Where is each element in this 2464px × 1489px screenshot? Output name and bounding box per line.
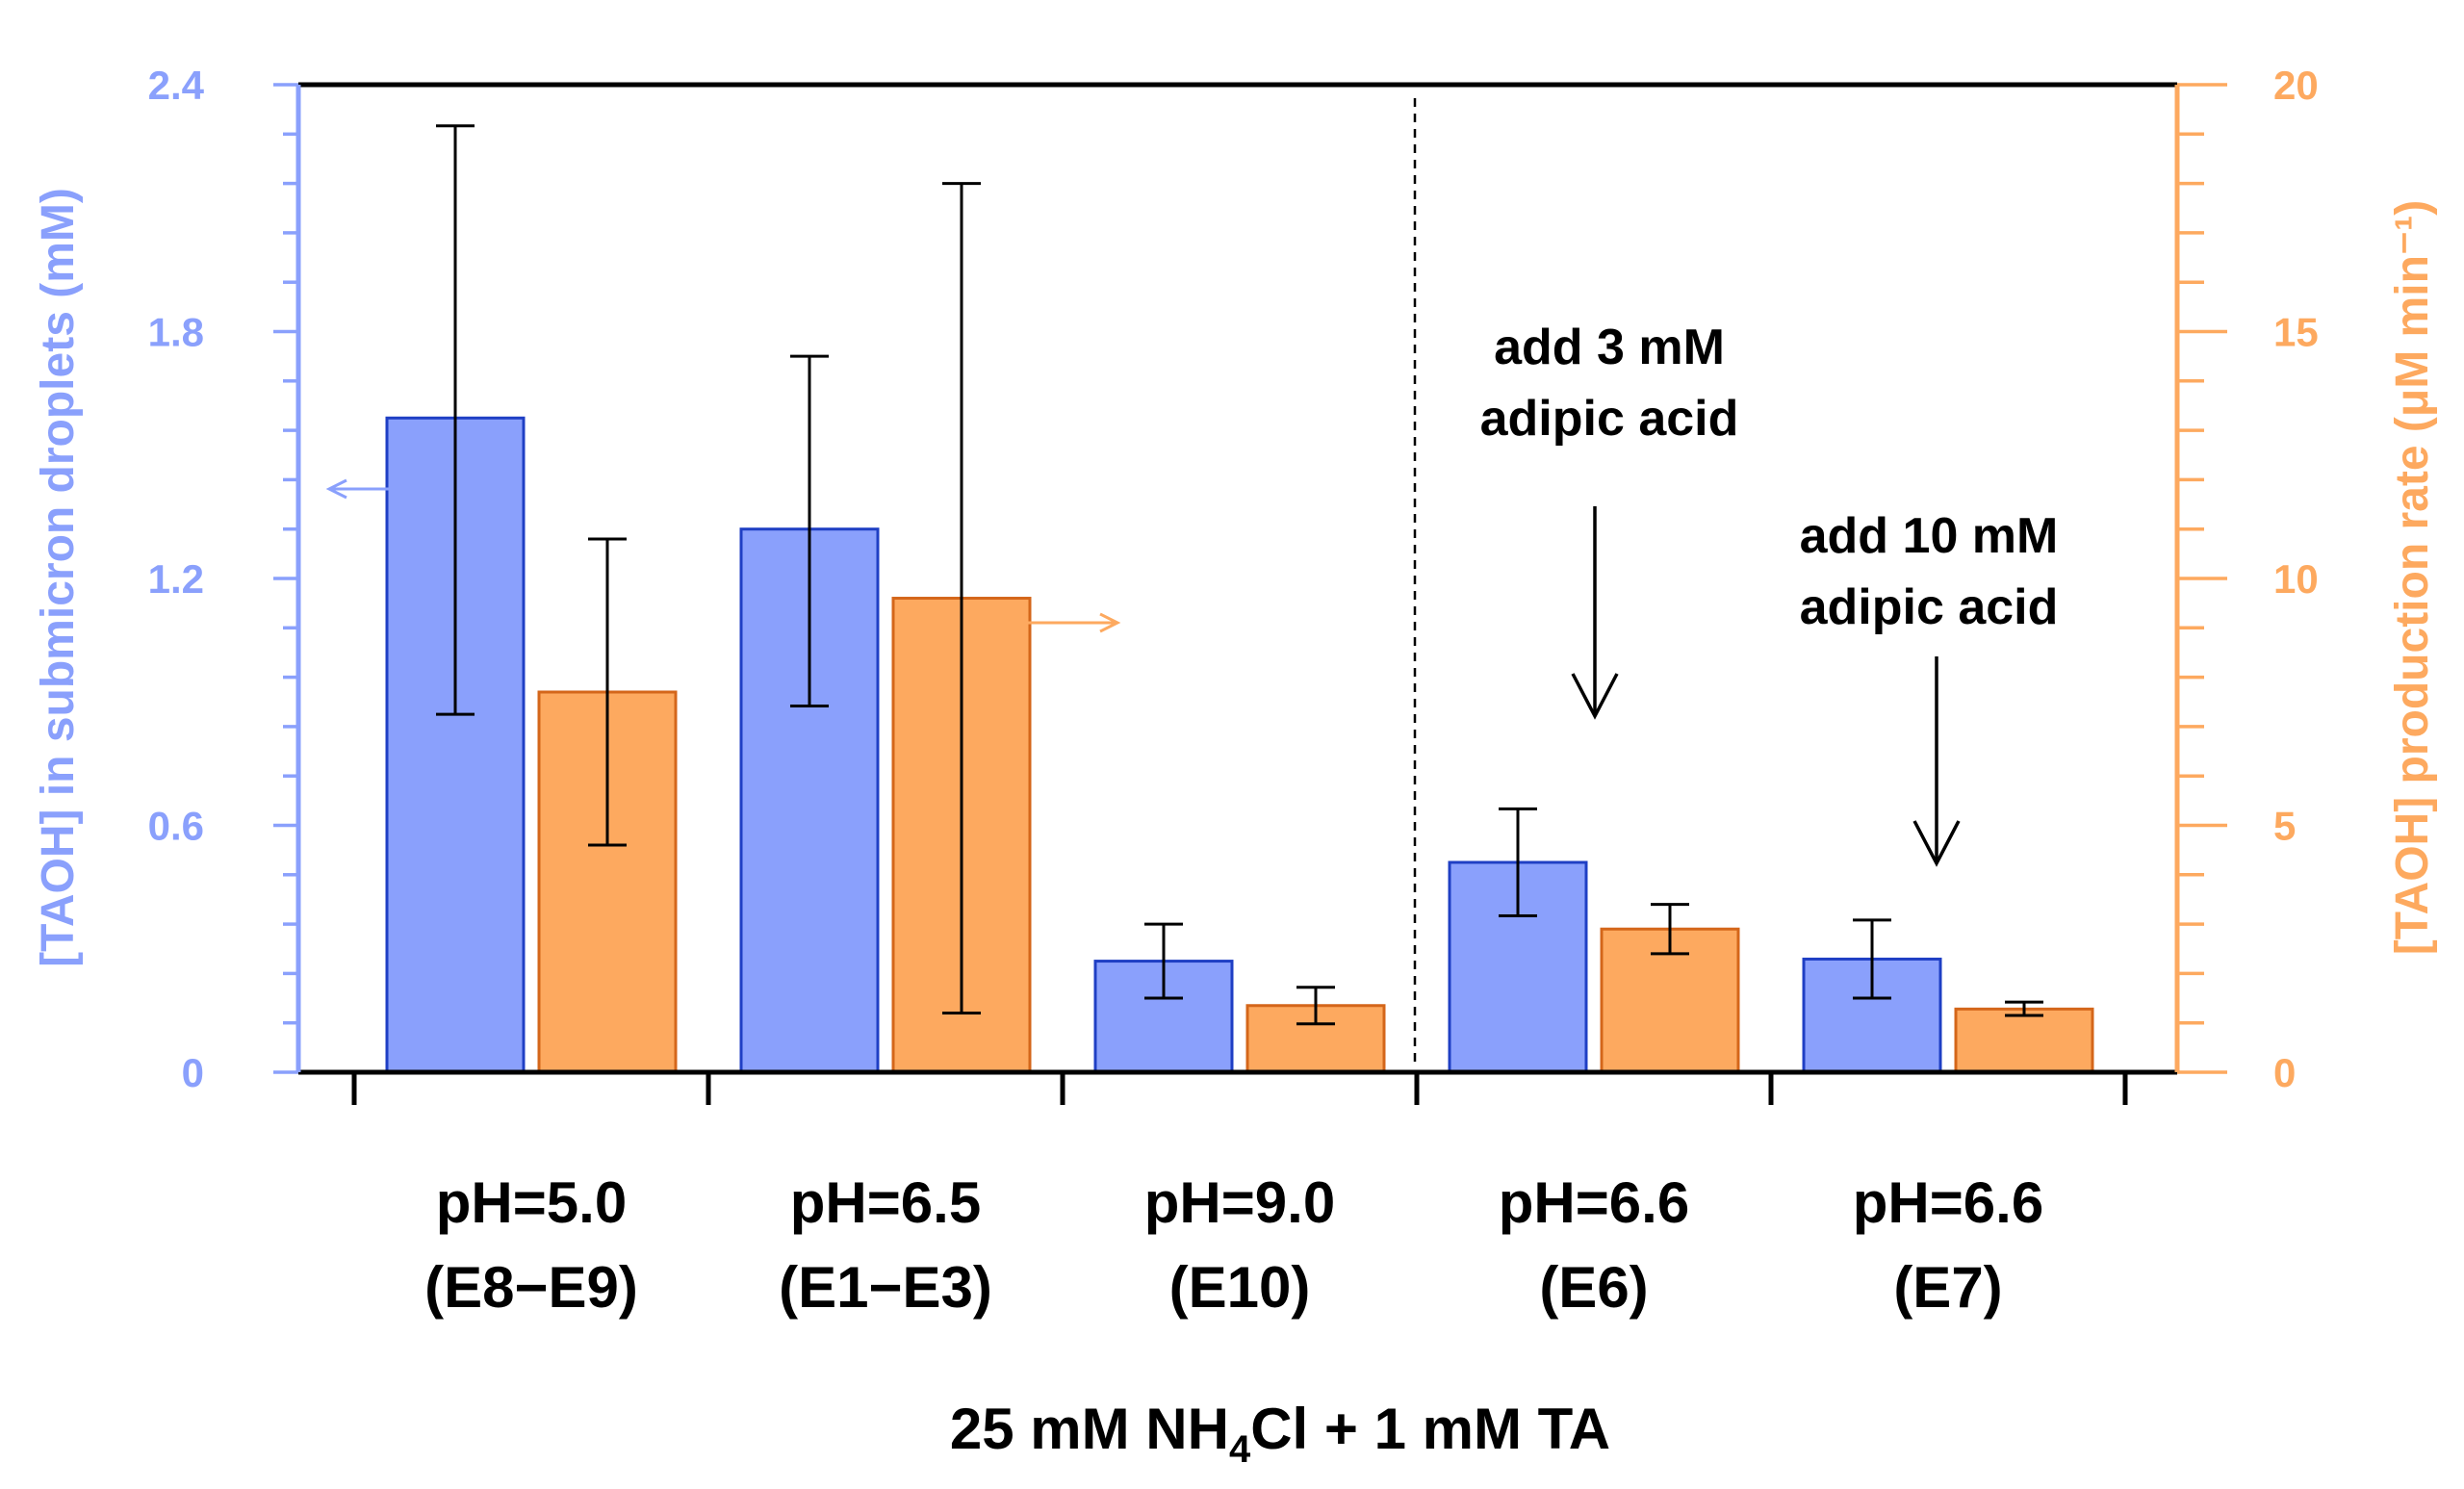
category-label-line1: pH=6.5: [790, 1170, 981, 1235]
x-axis-title-pre: 25 mM NH: [950, 1397, 1229, 1461]
left-series-arrow: [325, 478, 397, 500]
left-tick-label: 2.4: [148, 63, 205, 108]
category-labels: pH=5.0 (E8−E9) pH=6.5 (E1−E3) pH=9.0 (E10) pH=…: [424, 1170, 2043, 1320]
right-axis-title: [TAOH] production rate (μM min⁻¹): [2387, 200, 2438, 955]
left-tick-label: 1.8: [148, 310, 204, 355]
x-axis-title: 25 mM NH4Cl + 1 mM TA: [950, 1397, 1610, 1471]
category-label-line1: pH=6.6: [1853, 1170, 2043, 1235]
x-axis-title-sub: 4: [1229, 1428, 1251, 1471]
category-label-line1: pH=9.0: [1144, 1170, 1335, 1235]
errorbars-layer: [436, 124, 2043, 1026]
annotation-2-line2: adipic acid: [1800, 579, 2059, 635]
right-tick-label: 5: [2273, 804, 2296, 849]
category-label-line2: (E8−E9): [424, 1255, 638, 1320]
right-tick-label: 0: [2273, 1050, 2296, 1095]
right-series-arrow: [1028, 612, 1121, 633]
bar-left-series: [1448, 860, 1588, 1074]
category-label-line1: pH=6.6: [1499, 1170, 1689, 1235]
category-label-line1: pH=5.0: [436, 1170, 627, 1235]
annotation-2-line1: add 10 mM: [1800, 508, 2059, 564]
x-axis-title-post: Cl + 1 mM TA: [1250, 1397, 1610, 1461]
left-axis-title: [TAOH] in submicron droplets (mM): [33, 188, 84, 967]
right-tick-label: 15: [2273, 310, 2319, 355]
category-label-line2: (E1−E3): [779, 1255, 992, 1320]
right-ticks: 0 5 10 15 20: [2177, 63, 2319, 1095]
annotation-1-arrow: [1571, 506, 1619, 720]
category-label-line2: (E7): [1893, 1255, 2002, 1320]
annotation-2-arrow: [1912, 656, 1961, 867]
left-tick-label: 0: [182, 1050, 204, 1095]
left-ticks: 0 0.6 1.2 1.8 2.4: [148, 63, 298, 1095]
right-tick-label: 20: [2273, 63, 2319, 108]
category-label-line2: (E10): [1169, 1255, 1311, 1320]
left-tick-label: 1.2: [148, 556, 204, 602]
bar-right-series: [1954, 1007, 2094, 1074]
x-ticks: [351, 1072, 2128, 1105]
annotation-1-line1: add 3 mM: [1494, 320, 1725, 375]
category-label-line2: (E6): [1539, 1255, 1648, 1320]
left-tick-label: 0.6: [148, 804, 204, 849]
right-tick-label: 10: [2273, 556, 2319, 602]
annotation-1-line2: adipic acid: [1480, 391, 1739, 447]
